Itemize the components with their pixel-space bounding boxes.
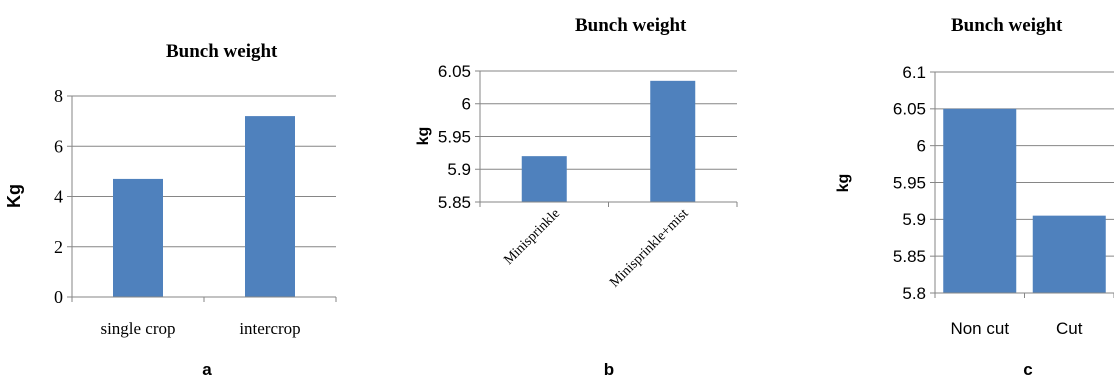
- y-axis-label-b: kg: [415, 127, 432, 146]
- y-tick-label: 4: [54, 187, 63, 207]
- x-category-label: Non cut: [950, 319, 1009, 338]
- panel-label-a: a: [202, 360, 212, 379]
- y-tick-label: 6.05: [893, 100, 926, 119]
- y-tick-label: 5.9: [902, 210, 926, 229]
- chart-title-c: Bunch weight: [951, 15, 1063, 36]
- y-axis-label-c: kg: [835, 174, 852, 193]
- y-tick-label: 5.95: [438, 127, 471, 146]
- y-tick-label: 6.05: [438, 62, 471, 81]
- y-tick-label: 5.85: [893, 247, 926, 266]
- x-category-label: Minisprinkle+mist: [607, 206, 691, 290]
- bar-c-0: [943, 108, 1017, 293]
- y-axis-label-a: Kg: [4, 184, 24, 208]
- panel-label-c: c: [1023, 360, 1032, 379]
- panel-label-b: b: [604, 360, 614, 379]
- bar-b-1: [650, 80, 696, 202]
- y-tick-label: 2: [54, 237, 63, 257]
- y-tick-label: 6.1: [902, 63, 926, 82]
- bar-a-0: [113, 178, 163, 297]
- y-tick-label: 5.9: [447, 160, 471, 179]
- y-tick-label: 5.95: [893, 173, 926, 192]
- y-tick-label: 6: [917, 136, 926, 155]
- bar-a-1: [245, 116, 295, 297]
- y-tick-label: 0: [54, 287, 63, 307]
- y-tick-label: 6: [462, 95, 471, 114]
- x-category-label: single crop: [100, 319, 175, 338]
- chart-title-a: Bunch weight: [166, 41, 278, 62]
- y-tick-label: 5.85: [438, 193, 471, 212]
- chart-title-b: Bunch weight: [575, 15, 687, 36]
- y-tick-label: 5.8: [902, 284, 926, 303]
- bar-c-1: [1032, 215, 1106, 293]
- y-tick-label: 6: [54, 136, 63, 156]
- x-category-label: Cut: [1056, 319, 1083, 338]
- bar-b-0: [521, 156, 567, 202]
- x-category-label: intercrop: [239, 319, 300, 338]
- x-category-label: Minisprinkle: [501, 206, 563, 268]
- y-tick-label: 8: [54, 86, 63, 106]
